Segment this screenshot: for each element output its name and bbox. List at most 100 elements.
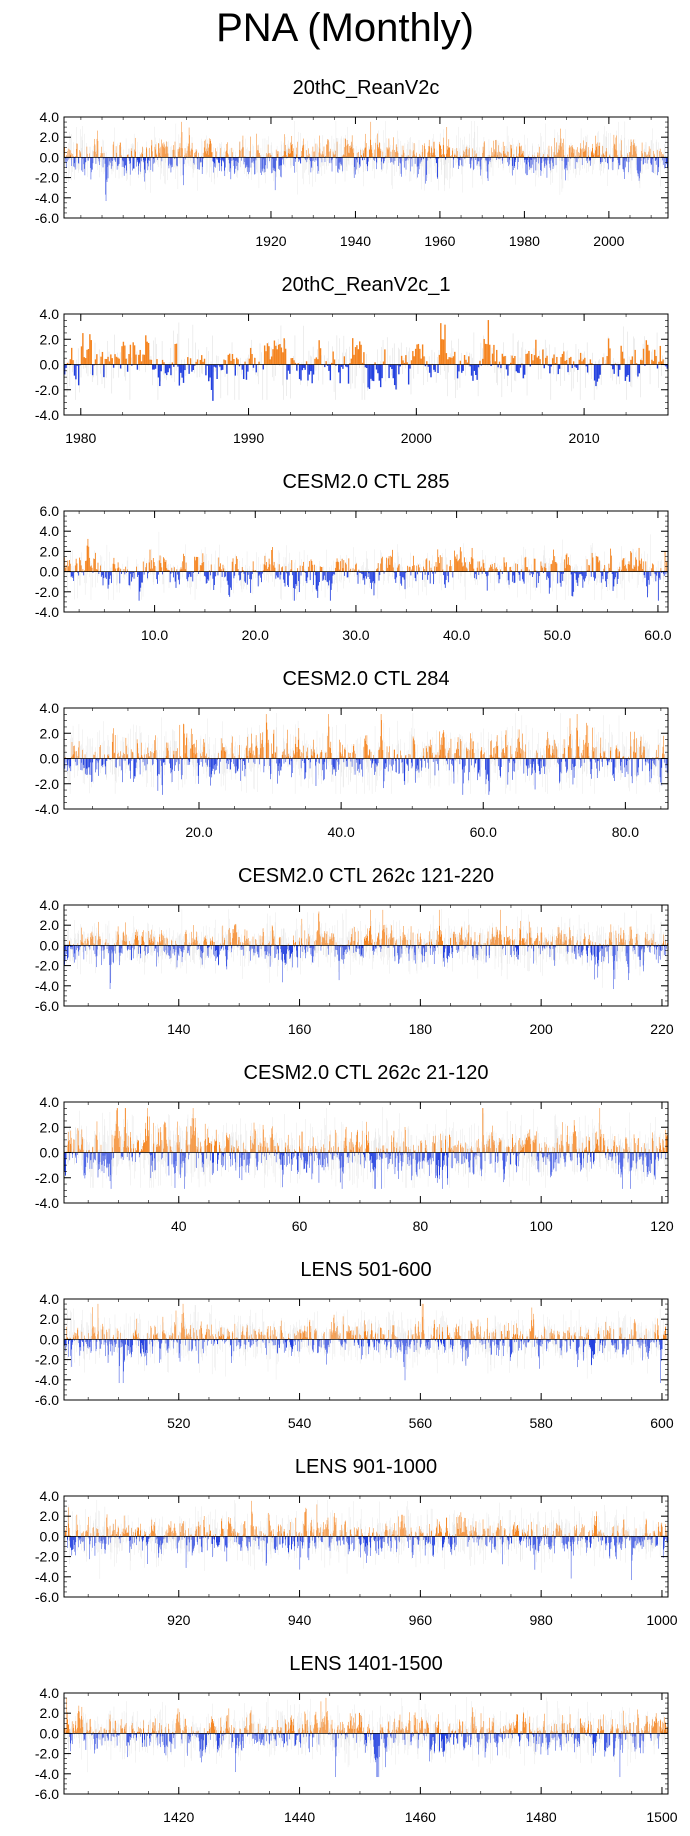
bar-mark-positive (434, 566, 435, 571)
bar-mark-negative (417, 157, 418, 166)
bar-mark-positive (482, 153, 483, 157)
bar-mark-positive (630, 146, 631, 157)
bar-mark-positive (418, 565, 419, 572)
bar-mark-negative (421, 157, 422, 160)
bar-mark-negative (415, 572, 416, 581)
bar-mark-negative (92, 157, 93, 169)
bar-mark-negative (106, 157, 107, 179)
bar-mark-positive (343, 560, 344, 571)
bar-mark-negative (394, 365, 395, 386)
bar-mark-negative (234, 157, 235, 174)
bar-mark-positive (631, 140, 632, 158)
x-tick-label: 1920 (255, 233, 286, 249)
bar-mark-negative (337, 157, 338, 171)
bar-mark-negative (293, 572, 294, 588)
bar-mark-negative (336, 157, 337, 165)
bar-mark-positive (187, 151, 188, 158)
bar-mark-positive (182, 561, 183, 571)
x-tick-label: 1940 (340, 233, 371, 249)
bar-mark-negative (280, 572, 281, 575)
bar-mark-positive (562, 354, 563, 365)
bar-mark-negative (295, 157, 296, 161)
bar-mark-positive (458, 560, 459, 571)
bar-mark-negative (488, 157, 489, 164)
bar-mark-positive (164, 142, 165, 157)
bar-mark-negative (271, 157, 272, 173)
bar-mark-positive (416, 566, 417, 572)
bar-mark-negative (478, 157, 479, 161)
bar-mark-negative (137, 157, 138, 160)
bar-mark-positive (250, 137, 251, 158)
bar-mark-negative (147, 572, 148, 579)
bar-mark-positive (433, 142, 434, 158)
bar-mark-negative (236, 157, 237, 168)
bar-mark-positive (623, 559, 624, 572)
bar-mark-negative (178, 572, 179, 580)
bar-mark-positive (554, 152, 555, 157)
bar-mark-positive (511, 148, 512, 157)
bar-mark-positive (459, 559, 460, 572)
bar-mark-positive (302, 148, 303, 158)
bar-mark-positive (227, 144, 228, 157)
bar-mark-negative (229, 572, 230, 597)
bar-mark-positive (465, 562, 466, 571)
y-tick-label: -4.0 (35, 604, 59, 620)
bar-mark-negative (73, 572, 74, 581)
bar-mark-positive (272, 349, 273, 364)
bar-mark-negative (113, 365, 114, 368)
bar-mark-negative (144, 157, 145, 162)
bar-mark-negative (170, 157, 171, 163)
bar-mark-positive (519, 154, 520, 158)
bar-mark-positive (440, 145, 441, 157)
bar-mark-positive (308, 148, 309, 157)
bar-mark-positive (448, 147, 449, 157)
bar-mark-negative (275, 157, 276, 190)
bar-mark-positive (113, 145, 114, 158)
bar-mark-positive (168, 153, 169, 157)
bar-mark-negative (354, 157, 355, 178)
bar-mark-positive (192, 143, 193, 158)
bar-mark-negative (571, 572, 572, 575)
bar-mark-positive (485, 344, 486, 365)
bar-mark-positive (398, 565, 399, 571)
bar-mark-positive (573, 153, 574, 157)
bar-mark-negative (221, 365, 222, 371)
bar-mark-positive (335, 154, 336, 157)
bar-mark-negative (280, 157, 281, 165)
bar-mark-positive (620, 346, 621, 365)
bar-mark-negative (334, 572, 335, 575)
bar-mark-negative (470, 157, 471, 164)
bar-mark-positive (662, 154, 663, 157)
bar-mark-positive (433, 153, 434, 158)
bar-mark-positive (515, 563, 516, 571)
bar-mark-positive (642, 153, 643, 157)
bar-mark-positive (275, 568, 276, 572)
bar-mark-negative (577, 572, 578, 583)
bar-mark-positive (180, 143, 181, 157)
bar-mark-positive (82, 333, 83, 364)
bar-series (64, 121, 668, 201)
bar-mark-negative (433, 572, 434, 585)
bar-mark-negative (344, 572, 345, 576)
bar-mark-negative (488, 157, 489, 181)
bar-mark-negative (581, 572, 582, 575)
bar-mark-negative (522, 572, 523, 580)
bar-mark-positive (475, 151, 476, 158)
x-tick-label: 1990 (233, 430, 264, 446)
bar-mark-positive (292, 136, 293, 157)
bar-mark-negative (532, 157, 533, 164)
bar-mark-negative (74, 365, 75, 376)
bar-mark-negative (355, 157, 356, 174)
bar-mark-positive (119, 567, 120, 571)
bar-mark-positive (72, 360, 73, 364)
bar-mark-negative (427, 157, 428, 160)
bar-mark-negative (659, 572, 660, 578)
bar-mark-negative (108, 572, 109, 585)
bar-mark-positive (595, 150, 596, 157)
bar-mark-positive (425, 149, 426, 157)
bar-mark-negative (461, 365, 462, 373)
bar-mark-negative (93, 157, 94, 163)
bar-mark-positive (348, 558, 349, 571)
bar-mark-positive (419, 349, 420, 365)
bar-mark-positive (633, 140, 634, 158)
